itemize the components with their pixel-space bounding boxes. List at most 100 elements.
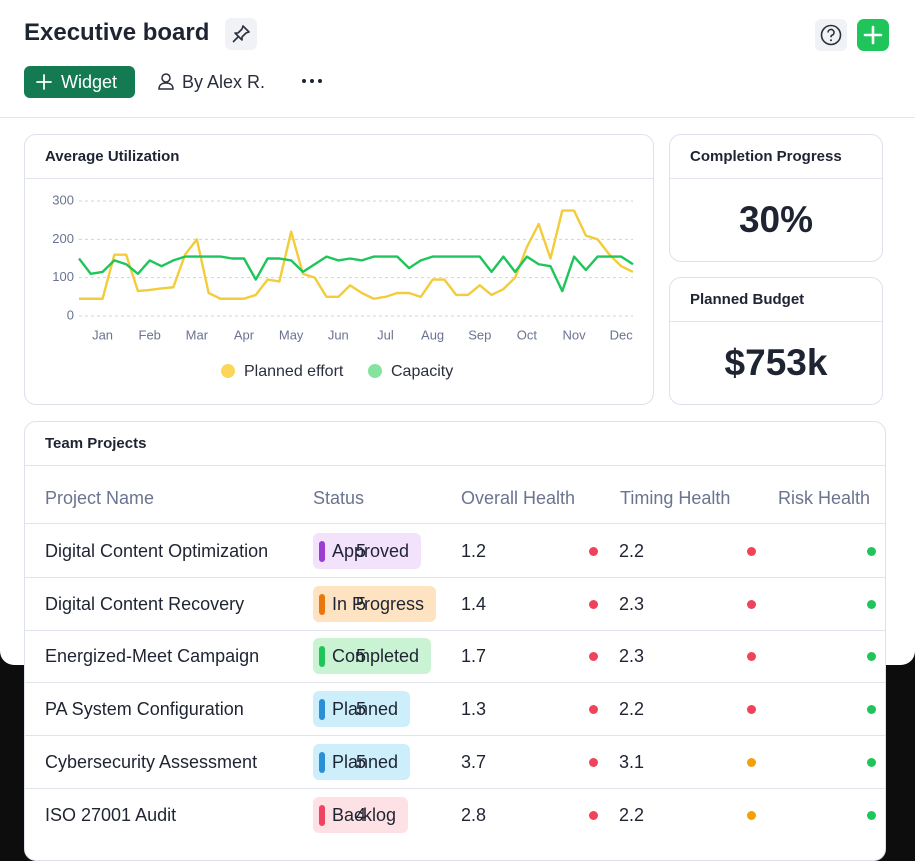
status-marker [319, 699, 325, 721]
health-value: 2.2 [618, 804, 644, 825]
health-dot [589, 757, 598, 767]
health-value: 3.7 [460, 751, 486, 772]
divider [25, 465, 885, 466]
row-divider [25, 682, 885, 684]
pin-button[interactable] [225, 18, 257, 50]
series-line [78, 255, 634, 293]
board-title: Executive board [24, 19, 210, 46]
health-value: 5 [355, 593, 366, 614]
health-value: 1.4 [460, 593, 486, 614]
health-dot [867, 599, 876, 609]
health-dot [747, 705, 756, 715]
table-card: Team Projects Project Name Status Overall … [24, 421, 886, 861]
legend-label: Capacity [391, 363, 453, 380]
health-dot [589, 599, 598, 609]
health-dot [867, 547, 876, 556]
status-marker [319, 751, 325, 773]
health-value: 2.2 [618, 541, 644, 561]
x-tick-label: Apr [234, 327, 255, 342]
owner-filter[interactable]: By Alex R. [182, 72, 266, 92]
health-value: 3.1 [618, 751, 644, 772]
health-dot [747, 810, 756, 820]
y-tick-label: 100 [52, 269, 74, 284]
x-tick-label: Aug [421, 327, 444, 342]
card-title: Planned Budget [690, 291, 805, 308]
project-name: Digital Content Optimization [45, 541, 269, 561]
series-line [79, 209, 634, 300]
chart-card: Average Utilization 0 100 200 300 Jan Feb Mar A… [24, 134, 654, 405]
x-tick-label: May [279, 327, 304, 342]
health-value: 4 [355, 804, 366, 825]
project-name: ISO 27001 Audit [45, 804, 177, 825]
help-icon [820, 24, 842, 46]
more-button[interactable] [300, 72, 324, 90]
line-chart: 0 100 200 300 Jan Feb Mar Apr May Jun Jul Aug Sep Oct… [52, 192, 634, 380]
status-label: Planned [332, 751, 399, 772]
status-badge: In Progress [313, 585, 437, 622]
health-value: 1.7 [460, 646, 486, 667]
health-dot [747, 599, 756, 609]
x-tick-label: Jan [92, 327, 113, 342]
row-divider [25, 577, 885, 578]
kpi-card: Planned Budget $753k [669, 277, 883, 405]
status-label: Planned [332, 699, 399, 720]
divider [670, 321, 882, 322]
help-button[interactable] [815, 19, 847, 51]
kpi-value: $753k [724, 342, 828, 383]
y-tick-label: 200 [52, 231, 74, 246]
health-dot [747, 547, 756, 556]
status-marker [319, 593, 325, 615]
y-tick-label: 300 [52, 192, 74, 207]
health-dot [867, 810, 876, 820]
health-dot [747, 652, 756, 662]
row-divider [25, 523, 885, 524]
status-badge: Backlog [313, 796, 409, 833]
health-dot [589, 547, 598, 556]
health-dot [867, 652, 876, 662]
column-header: Risk Health [778, 488, 871, 508]
health-dot [747, 757, 756, 767]
row-divider [25, 787, 885, 789]
health-dot [589, 810, 598, 820]
plus-icon [36, 74, 52, 90]
health-dot [867, 757, 876, 767]
add-button[interactable] [857, 19, 889, 51]
column-header: Status [313, 488, 365, 508]
health-value: 5 [355, 646, 366, 667]
user-icon [158, 73, 174, 90]
kpi-value: 30% [738, 199, 814, 240]
health-value: 1.3 [460, 699, 486, 720]
health-value: 2.2 [618, 699, 644, 720]
x-tick-label: Mar [186, 327, 209, 342]
card-title: Average Utilization [45, 148, 180, 165]
x-tick-label: Oct [517, 327, 538, 342]
status-marker [319, 804, 325, 826]
card-title: Completion Progress [690, 148, 842, 165]
status-badge: Planned [313, 691, 411, 728]
status-marker [319, 646, 325, 668]
health-value: 5 [355, 751, 366, 772]
divider [25, 178, 653, 179]
status-badge: Approved [313, 533, 422, 569]
health-value: 1.2 [460, 541, 486, 561]
column-header: Overall Health [461, 488, 576, 508]
health-value: 5 [355, 541, 366, 561]
project-name: Digital Content Recovery [45, 593, 245, 614]
plus-icon [863, 25, 883, 45]
card-title: Team Projects [45, 435, 147, 452]
legend-label: Planned effort [244, 363, 344, 380]
pin-icon [232, 25, 250, 43]
health-value: 2.8 [460, 804, 486, 825]
x-tick-label: Nov [563, 327, 587, 342]
health-value: 2.3 [618, 593, 644, 614]
column-header: Timing Health [620, 488, 731, 508]
x-tick-label: Jul [377, 327, 394, 342]
health-dot [867, 705, 876, 715]
legend-swatch [221, 364, 235, 378]
status-label: Backlog [332, 804, 397, 825]
health-dot [589, 652, 598, 662]
kpi-card: Completion Progress 30% [669, 134, 883, 262]
row-divider [25, 735, 885, 737]
add-widget-button[interactable]: Widget [24, 66, 135, 98]
